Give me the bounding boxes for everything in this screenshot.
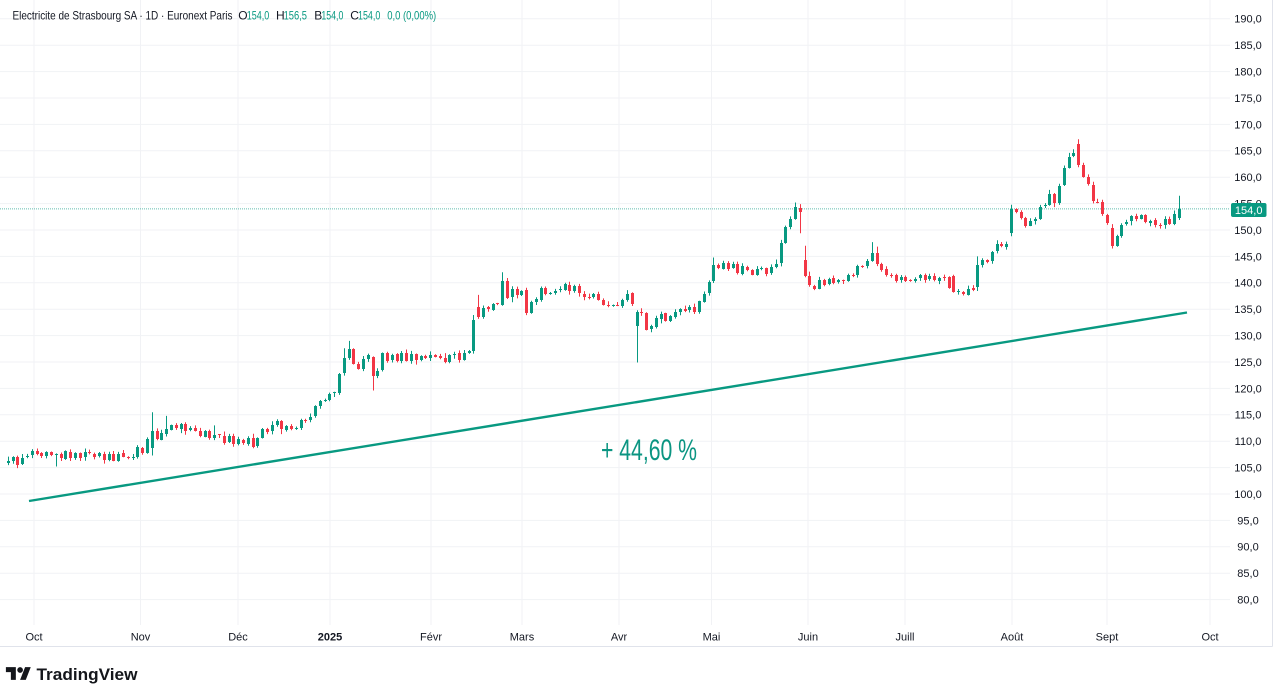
- svg-text:Août: Août: [1001, 632, 1024, 644]
- svg-text:154,0: 154,0: [358, 9, 381, 23]
- svg-text:165,0: 165,0: [1234, 146, 1262, 158]
- svg-text:135,0: 135,0: [1234, 304, 1262, 316]
- svg-text:120,0: 120,0: [1234, 383, 1262, 395]
- svg-text:Sept: Sept: [1096, 632, 1119, 644]
- svg-text:130,0: 130,0: [1234, 331, 1262, 343]
- svg-text:150,0: 150,0: [1234, 225, 1262, 237]
- svg-text:85,0: 85,0: [1237, 568, 1258, 580]
- svg-text:Avr: Avr: [611, 632, 628, 644]
- svg-text:154,0: 154,0: [247, 9, 270, 23]
- svg-text:145,0: 145,0: [1234, 251, 1262, 263]
- svg-text:175,0: 175,0: [1234, 93, 1262, 105]
- svg-text:105,0: 105,0: [1234, 463, 1262, 475]
- svg-text:110,0: 110,0: [1235, 436, 1262, 448]
- svg-text:90,0: 90,0: [1237, 542, 1258, 554]
- svg-text:Oct: Oct: [25, 632, 42, 644]
- svg-text:0,0 (0,00%): 0,0 (0,00%): [387, 9, 436, 23]
- svg-text:115,0: 115,0: [1235, 410, 1262, 422]
- svg-text:Electricite de Strasbourg SA ·: Electricite de Strasbourg SA · 1D · Euro…: [13, 9, 233, 23]
- svg-text:Mars: Mars: [510, 632, 535, 644]
- svg-text:180,0: 180,0: [1234, 67, 1262, 79]
- svg-text:154,0: 154,0: [321, 9, 343, 23]
- svg-text:O: O: [238, 9, 247, 23]
- svg-text:C: C: [350, 9, 359, 23]
- svg-text:+ 44,60 %: + 44,60 %: [601, 434, 697, 467]
- svg-text:Juin: Juin: [798, 632, 818, 644]
- svg-text:Nov: Nov: [131, 632, 151, 644]
- svg-text:140,0: 140,0: [1234, 278, 1262, 290]
- svg-text:Mai: Mai: [703, 632, 721, 644]
- svg-text:170,0: 170,0: [1234, 119, 1262, 131]
- svg-text:160,0: 160,0: [1234, 172, 1262, 184]
- svg-text:Oct: Oct: [1201, 632, 1218, 644]
- svg-text:100,0: 100,0: [1234, 489, 1262, 501]
- svg-text:95,0: 95,0: [1237, 515, 1258, 527]
- svg-text:154,0: 154,0: [1235, 205, 1263, 217]
- svg-text:185,0: 185,0: [1234, 40, 1262, 52]
- svg-text:TradingView: TradingView: [37, 665, 139, 684]
- svg-text:Juill: Juill: [896, 632, 915, 644]
- svg-text:Déc: Déc: [228, 632, 248, 644]
- svg-text:80,0: 80,0: [1237, 595, 1258, 607]
- svg-text:190,0: 190,0: [1234, 14, 1262, 26]
- svg-text:156,5: 156,5: [284, 9, 308, 23]
- svg-text:125,0: 125,0: [1234, 357, 1262, 369]
- svg-text:H: H: [276, 9, 285, 23]
- svg-text:Févr: Févr: [420, 632, 442, 644]
- svg-text:2025: 2025: [318, 632, 342, 644]
- svg-text:B: B: [314, 9, 322, 23]
